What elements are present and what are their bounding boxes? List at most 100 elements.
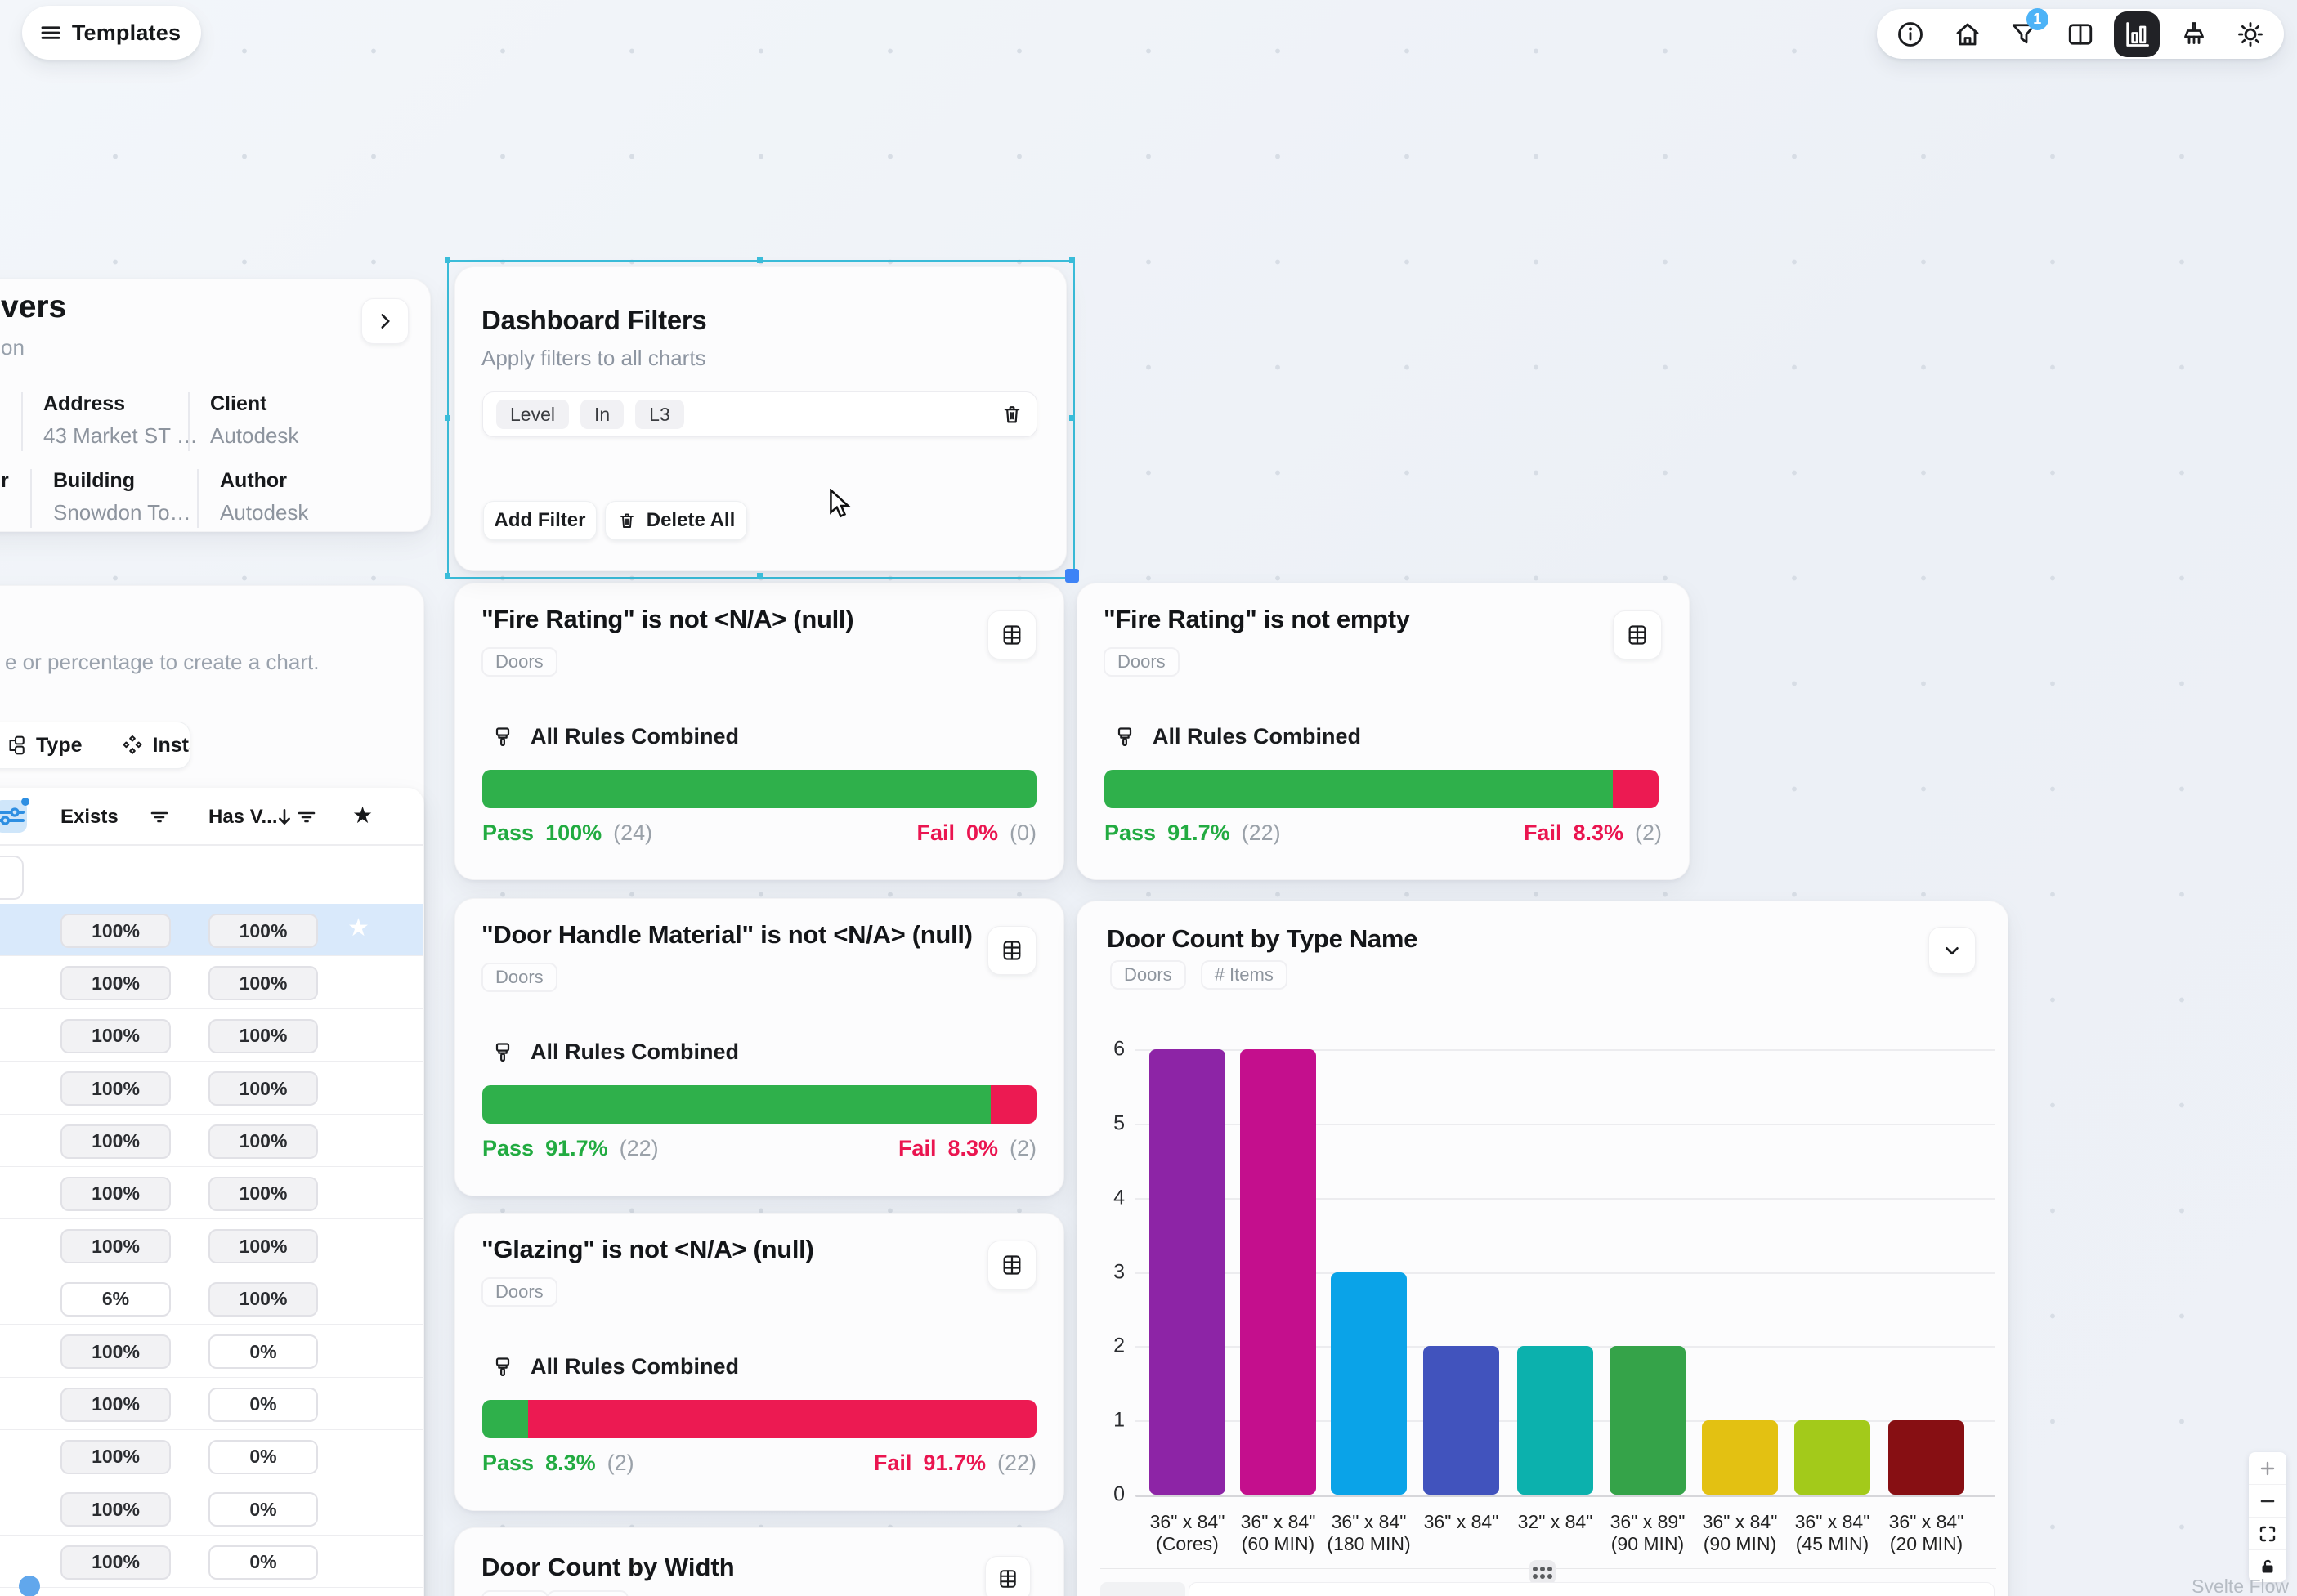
table-row[interactable]: 100% 100% <box>0 956 423 1009</box>
selection-handle[interactable] <box>757 573 763 579</box>
tab-instance[interactable]: Instance <box>102 722 190 768</box>
view-table-button[interactable] <box>985 1556 1031 1596</box>
door-count-width-card[interactable]: Door Count by Width <box>454 1527 1064 1596</box>
door-count-type-chart-card[interactable]: Door Count by Type Name Doors # Items 6 5… <box>1077 901 2008 1596</box>
filter-row[interactable]: Level In L3 <box>482 391 1037 437</box>
chart-collapse-button[interactable] <box>1928 927 1976 974</box>
rules-table-card[interactable]: Exists Has V... ★ 100% 100% ★ 100% 100% 100% 1… <box>0 787 424 1596</box>
exists-value-pill[interactable]: 100% <box>60 1545 171 1580</box>
delete-filter-icon[interactable] <box>1001 403 1023 426</box>
exists-value-pill[interactable]: 100% <box>60 1229 171 1264</box>
table-row[interactable]: 100% 100% <box>0 1115 423 1167</box>
has-value-pill[interactable]: 100% <box>208 1018 318 1053</box>
column-header-exists[interactable]: Exists <box>60 806 119 828</box>
has-value-pill[interactable]: 100% <box>208 1071 318 1106</box>
exists-filter-icon[interactable] <box>150 807 169 827</box>
view-table-button[interactable] <box>987 926 1037 975</box>
exists-value-pill[interactable]: 100% <box>60 914 171 948</box>
table-row[interactable]: 100% 100% <box>0 1167 423 1220</box>
has-value-pill[interactable]: 100% <box>208 1229 318 1264</box>
dashboard-filters-node[interactable]: Dashboard Filters Apply filters to all c… <box>454 266 1067 571</box>
pass-fail-bar[interactable] <box>482 1085 1037 1124</box>
exists-value-pill[interactable]: 100% <box>60 1176 171 1211</box>
selection-handle[interactable] <box>445 257 450 263</box>
star-column-header[interactable]: ★ <box>352 802 374 828</box>
has-value-pill[interactable]: 100% <box>208 1124 318 1159</box>
theme-button[interactable] <box>2228 11 2273 57</box>
table-row[interactable]: 100% 0% <box>0 1430 423 1483</box>
exists-value-pill[interactable]: 100% <box>60 1387 171 1422</box>
exists-value-pill[interactable]: 100% <box>60 1071 171 1106</box>
chart-bar[interactable] <box>1794 1420 1870 1495</box>
check-card[interactable]: "Fire Rating" is not <N/A> (null) Doors … <box>454 583 1064 880</box>
column-settings-icon[interactable] <box>0 798 29 833</box>
table-search-input[interactable] <box>0 856 24 900</box>
has-value-pill[interactable]: 0% <box>208 1545 318 1580</box>
svelte-flow-attribution[interactable]: Svelte Flow <box>2192 1576 2289 1596</box>
table-row[interactable]: 100%0% <box>0 1325 423 1378</box>
column-header-has-value[interactable]: Has V... <box>208 806 278 828</box>
check-card[interactable]: "Fire Rating" is not empty Doors All Rul… <box>1077 583 1690 880</box>
filter-operator-chip[interactable]: In <box>580 400 625 429</box>
chart-bar[interactable] <box>1610 1346 1686 1495</box>
pass-fail-bar[interactable] <box>482 770 1037 808</box>
split-view-button[interactable] <box>2057 11 2103 57</box>
zoom-out-button[interactable] <box>2249 1485 2286 1518</box>
exists-value-pill[interactable]: 100% <box>60 966 171 1001</box>
has-value-pill[interactable]: 0% <box>208 1439 318 1474</box>
table-row[interactable]: 100% 100% <box>0 1009 423 1062</box>
home-button[interactable] <box>1945 11 1990 57</box>
chart-bar[interactable] <box>1888 1420 1964 1495</box>
exists-value-pill[interactable]: 100% <box>60 1018 171 1053</box>
check-card[interactable]: "Door Handle Material" is not <N/A> (nul… <box>454 898 1064 1196</box>
table-row[interactable]: 100% 100% ★ <box>0 904 423 957</box>
exists-value-pill[interactable]: 100% <box>60 1124 171 1159</box>
row-star-icon[interactable]: ★ <box>347 914 369 941</box>
chart-bar[interactable] <box>1240 1049 1316 1495</box>
table-row[interactable]: 100% 0% <box>0 1536 423 1589</box>
table-row[interactable]: 100%0% <box>0 1588 423 1596</box>
has-value-filter-icon[interactable] <box>297 807 316 827</box>
selection-handle[interactable] <box>1069 257 1075 263</box>
chart-bar[interactable] <box>1149 1049 1225 1495</box>
selection-resize-handle[interactable] <box>1065 569 1079 583</box>
table-row[interactable]: 100% 100% <box>0 1062 423 1115</box>
exists-value-pill[interactable]: 100% <box>60 1439 171 1474</box>
view-table-button[interactable] <box>987 610 1037 659</box>
filter-field-chip[interactable]: Level <box>496 400 569 429</box>
delete-all-button[interactable]: Delete All <box>605 501 747 540</box>
menu-icon[interactable] <box>38 20 63 45</box>
tab-type[interactable]: Type <box>0 722 102 768</box>
check-card[interactable]: "Glazing" is not <N/A> (null) Doors All … <box>454 1213 1064 1511</box>
chart-bar[interactable] <box>1702 1420 1778 1495</box>
view-table-button[interactable] <box>987 1241 1037 1290</box>
fit-view-button[interactable] <box>2249 1518 2286 1550</box>
exists-value-pill[interactable]: 100% <box>60 1334 171 1370</box>
add-filter-button[interactable]: Add Filter <box>483 501 597 540</box>
exists-value-pill[interactable]: 100% <box>60 1492 171 1527</box>
panel-expand-button[interactable] <box>361 298 409 344</box>
selection-handle[interactable] <box>445 573 450 579</box>
view-table-button[interactable] <box>1613 610 1662 659</box>
chart-bar[interactable] <box>1517 1346 1593 1495</box>
templates-button[interactable]: Templates <box>22 6 201 60</box>
table-row[interactable]: 100% 100% <box>0 1219 423 1272</box>
table-row[interactable]: 6% 100% <box>0 1272 423 1326</box>
chart-drag-handle[interactable] <box>1529 1560 1556 1585</box>
sort-desc-icon[interactable] <box>274 807 295 828</box>
has-value-pill[interactable]: 0% <box>208 1492 318 1527</box>
has-value-pill[interactable]: 0% <box>208 1387 318 1422</box>
project-info-card[interactable]: vers on Address 43 Market ST … Client Au… <box>0 279 431 532</box>
has-value-pill[interactable]: 100% <box>208 914 318 948</box>
table-row[interactable]: 100% 0% <box>0 1482 423 1536</box>
chart-bar[interactable] <box>1331 1272 1407 1495</box>
zoom-in-button[interactable] <box>2249 1452 2286 1485</box>
selection-handle[interactable] <box>445 415 450 421</box>
selection-handle[interactable] <box>757 257 763 263</box>
pass-fail-bar[interactable] <box>482 1400 1037 1438</box>
filter-value-chip[interactable]: L3 <box>635 400 684 429</box>
table-row[interactable]: 100% 0% <box>0 1378 423 1430</box>
info-button[interactable] <box>1887 11 1933 57</box>
has-value-pill[interactable]: 100% <box>208 1176 318 1211</box>
